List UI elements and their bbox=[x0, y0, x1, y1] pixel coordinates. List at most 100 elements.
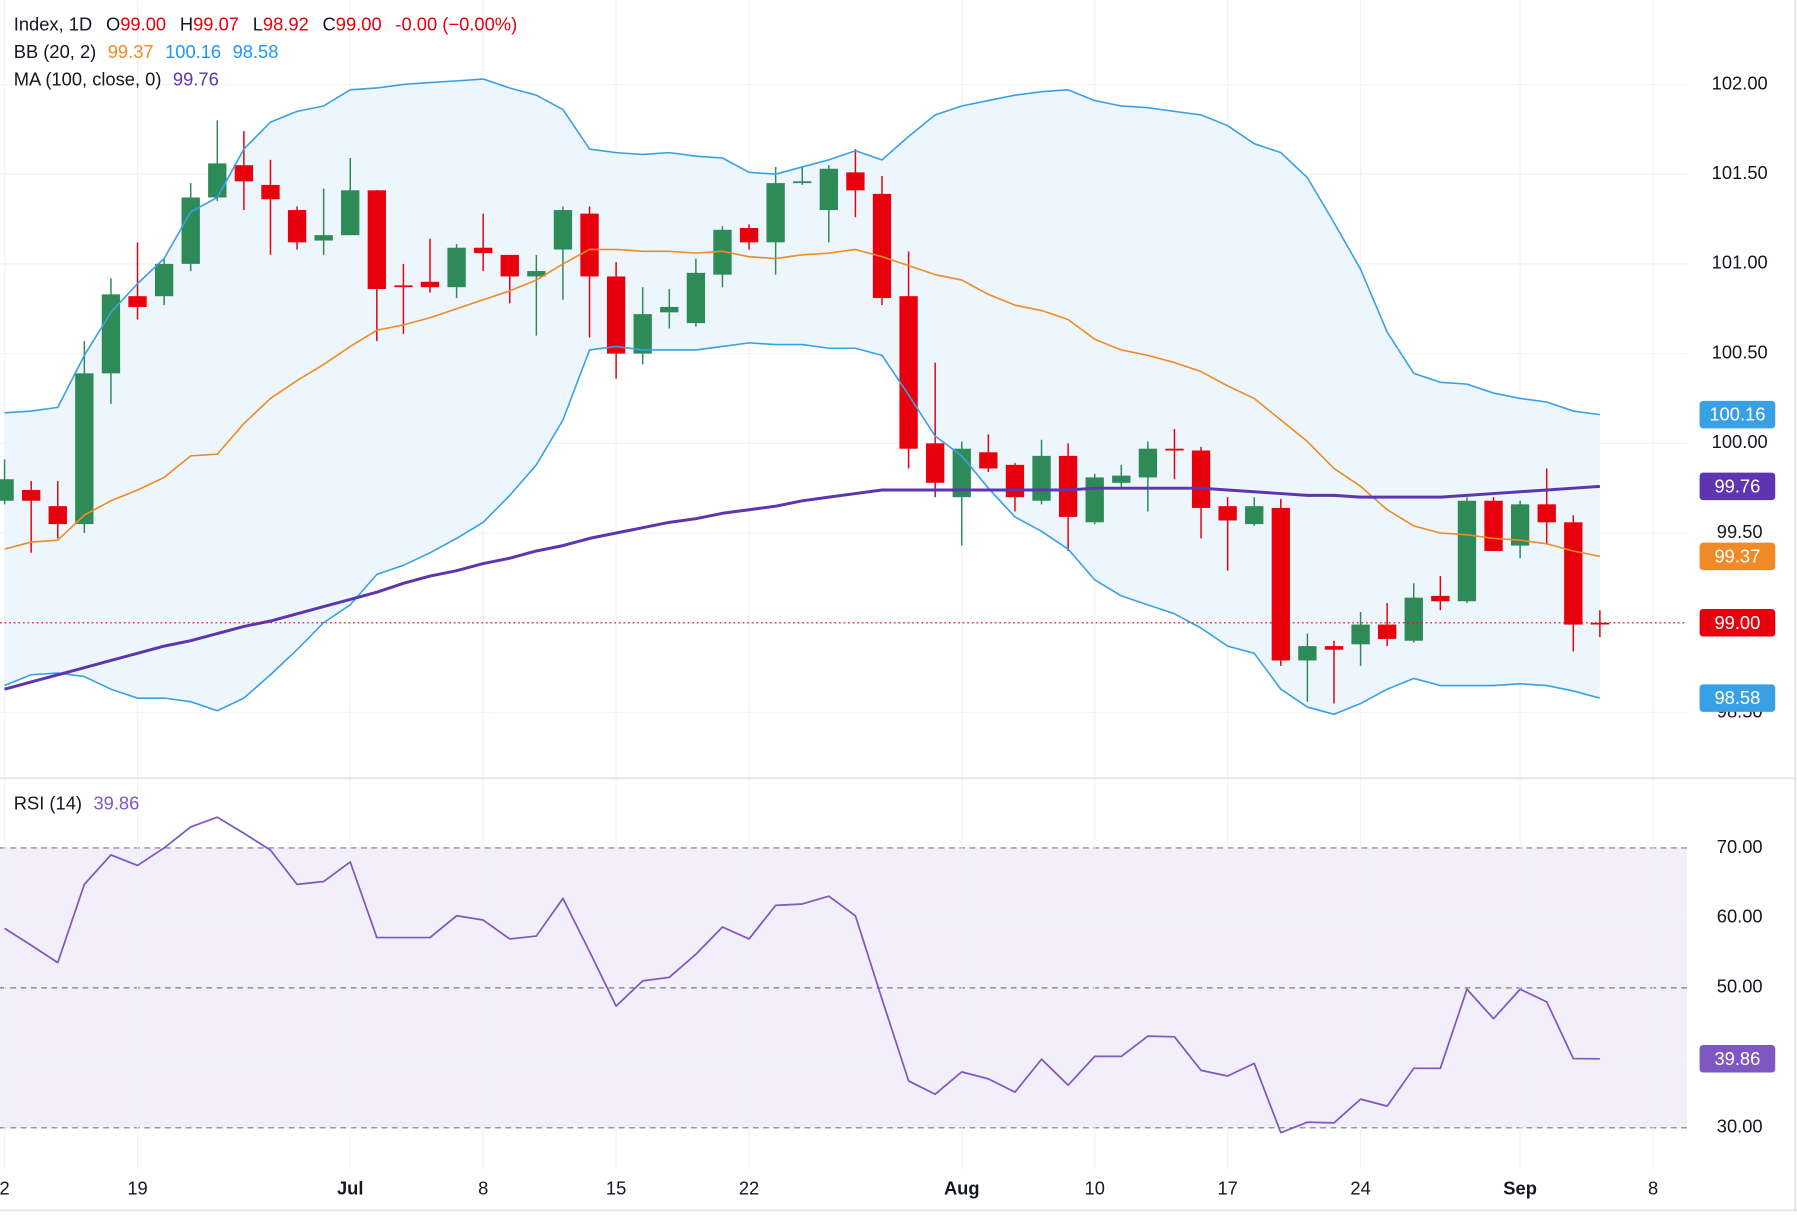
x-tick-label: 15 bbox=[606, 1178, 626, 1199]
candle-body bbox=[314, 235, 333, 241]
indicator-line bbox=[4, 248, 1601, 558]
low-label: L bbox=[253, 13, 263, 34]
legend-name: BB (20, 2) bbox=[14, 41, 97, 62]
legend-name: MA (100, close, 0) bbox=[14, 68, 162, 89]
candle-body bbox=[1005, 464, 1025, 498]
candle-body bbox=[1165, 448, 1184, 451]
legend-name: RSI (14) bbox=[14, 792, 82, 813]
candle-body bbox=[75, 373, 94, 525]
y-tick-label: 30.00 bbox=[1717, 1116, 1763, 1137]
x-tick-label: 19 bbox=[127, 1178, 147, 1199]
candle-body bbox=[580, 213, 599, 277]
close-label: C bbox=[323, 13, 336, 34]
candle-body bbox=[1191, 450, 1211, 508]
value-badge bbox=[1699, 542, 1776, 571]
x-tick-label: Sep bbox=[1503, 1178, 1537, 1199]
candle-body bbox=[766, 183, 785, 243]
candle-body bbox=[1510, 504, 1530, 546]
candle-body bbox=[287, 210, 307, 243]
candle-body bbox=[1351, 624, 1370, 645]
value-badge-label: 98.58 bbox=[1714, 687, 1760, 708]
y-tick-label: 100.00 bbox=[1712, 431, 1768, 452]
candle-body bbox=[1271, 507, 1290, 661]
candle-body bbox=[1590, 622, 1610, 625]
legend-value: 99.37 bbox=[108, 41, 154, 62]
candle-body bbox=[394, 285, 413, 288]
value-badge bbox=[1699, 684, 1776, 712]
candle-body bbox=[633, 314, 652, 354]
y-tick-label: 99.50 bbox=[1717, 521, 1763, 542]
candle-body bbox=[1032, 455, 1051, 501]
value-badge bbox=[1699, 400, 1776, 429]
candle-body bbox=[341, 190, 360, 236]
candle-body bbox=[872, 193, 892, 298]
candle-body bbox=[500, 254, 519, 277]
low-value: 98.92 bbox=[263, 13, 309, 34]
value-badge-label: 99.76 bbox=[1714, 475, 1760, 496]
grid-layer bbox=[0, 0, 1687, 1170]
candle-body bbox=[1298, 646, 1317, 661]
candle-body bbox=[846, 172, 865, 191]
candle-body bbox=[1484, 500, 1503, 551]
y-tick-label: 60.00 bbox=[1717, 906, 1763, 927]
candle-body bbox=[367, 190, 386, 289]
open-value: 99.00 bbox=[120, 13, 166, 34]
candle-body bbox=[793, 181, 812, 184]
legend-rsi: RSI (14) 39.86 bbox=[14, 792, 140, 813]
candle-body bbox=[1431, 595, 1450, 602]
change: -0.00 (−0.00%) bbox=[395, 13, 517, 34]
candle-body bbox=[1112, 475, 1131, 483]
value-badge bbox=[1699, 609, 1776, 637]
candle-body bbox=[1324, 646, 1344, 650]
candle-body bbox=[899, 296, 918, 449]
value-badge bbox=[1699, 472, 1776, 501]
x-tick-label: Aug bbox=[944, 1178, 980, 1199]
indicator-line bbox=[4, 484, 1600, 691]
value-badge-label: 99.00 bbox=[1714, 612, 1760, 633]
candle-body bbox=[101, 294, 121, 374]
candle-body bbox=[261, 184, 280, 200]
y-tick-label: 50.00 bbox=[1717, 976, 1763, 997]
close-value: 99.00 bbox=[336, 13, 382, 34]
x-tick-label: 10 bbox=[1085, 1178, 1105, 1199]
candle-body bbox=[22, 489, 41, 501]
candle-body bbox=[1457, 500, 1477, 602]
candle-body bbox=[234, 165, 254, 182]
high-label: H bbox=[180, 13, 193, 34]
candle-body bbox=[1404, 597, 1423, 641]
indicator-line bbox=[4, 78, 1600, 416]
candle-body bbox=[553, 210, 573, 250]
candle-body bbox=[48, 506, 67, 525]
y-tick-label: 101.00 bbox=[1712, 252, 1768, 273]
axis-layer: 98.5099.0099.50100.00100.50101.00101.501… bbox=[0, 72, 1776, 1199]
y-tick-label: 102.00 bbox=[1712, 72, 1768, 93]
y-tick-label: 100.50 bbox=[1712, 341, 1768, 362]
candle-body bbox=[1218, 506, 1237, 521]
candle-body bbox=[1085, 477, 1104, 523]
header-ohlc: Index, 1D O99.00 H99.07 L98.92 C99.00 -0.00 (… bbox=[14, 13, 517, 34]
value-badge-label: 39.86 bbox=[1714, 1048, 1760, 1069]
candle-body bbox=[713, 229, 732, 275]
x-tick-label: 2 bbox=[0, 1178, 10, 1199]
candle-body bbox=[1138, 448, 1158, 478]
y-tick-label: 70.00 bbox=[1717, 836, 1763, 857]
candle-body bbox=[474, 247, 493, 254]
candle-body bbox=[420, 281, 440, 288]
legend-value: 100.16 bbox=[165, 41, 221, 62]
x-tick-label: 8 bbox=[1648, 1178, 1658, 1199]
line bbox=[4, 816, 1600, 1134]
symbol: Index, 1D bbox=[14, 13, 92, 34]
legend-value: 99.76 bbox=[173, 68, 219, 89]
candle-body bbox=[527, 271, 546, 277]
candle-body bbox=[0, 479, 14, 501]
candle-body bbox=[979, 452, 998, 469]
candle-body bbox=[181, 197, 200, 264]
high-value: 99.07 bbox=[193, 13, 239, 34]
x-tick-label: 8 bbox=[478, 1178, 488, 1199]
candle-body bbox=[1537, 504, 1556, 523]
value-badge-label: 100.16 bbox=[1709, 404, 1765, 425]
candle-body bbox=[926, 443, 945, 483]
data-layer bbox=[0, 78, 1687, 1134]
